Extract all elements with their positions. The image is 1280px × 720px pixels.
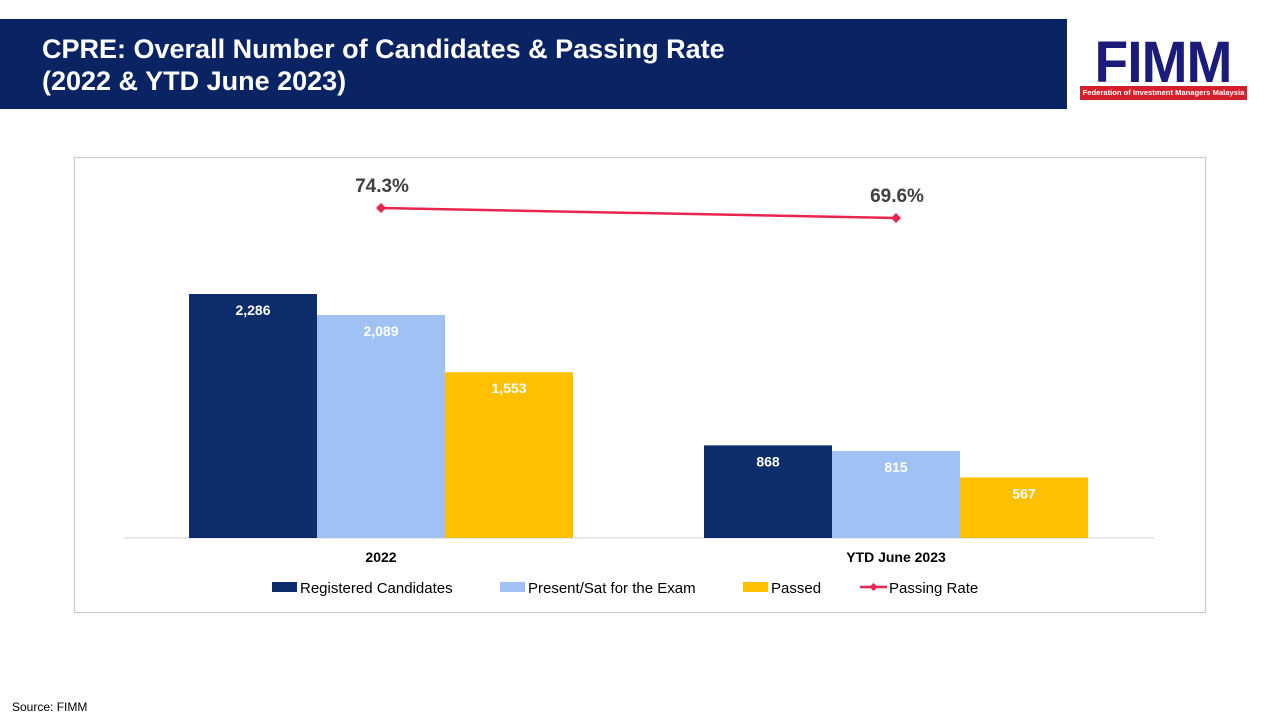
title-band <box>0 19 1067 109</box>
fimm-logo: FIMM Federation of Investment Managers M… <box>1078 16 1248 102</box>
source-note: Source: FIMM <box>12 700 88 714</box>
bar-1-1 <box>189 294 317 538</box>
passing-rate-label: 69.6% <box>870 186 924 207</box>
data-label: 567 <box>1012 485 1036 501</box>
bar-3-1 <box>445 372 573 538</box>
legend-label-4: Passing Rate <box>889 580 978 597</box>
legend-label-3: Passed <box>771 580 821 597</box>
legend-swatch-1 <box>272 582 297 592</box>
bar-3-2 <box>960 477 1088 538</box>
category-label: 2022 <box>365 549 396 565</box>
passing-rate-marker <box>376 203 386 213</box>
legend-label-1: Registered Candidates <box>300 580 453 597</box>
legend-line-marker <box>869 583 878 591</box>
data-label: 1,553 <box>491 380 526 396</box>
logo-wordmark: FIMM <box>1094 30 1233 95</box>
passing-rate-line <box>380 206 897 220</box>
logo-tagline: Federation of Investment Managers Malays… <box>1080 86 1247 100</box>
data-label: 815 <box>884 459 908 475</box>
passing-rate-label: 74.3% <box>355 176 409 197</box>
passing-rate-marker <box>891 213 901 223</box>
legend-swatch-2 <box>500 582 525 592</box>
bar-1-2 <box>704 445 832 538</box>
page-title: CPRE: Overall Number of Candidates & Pas… <box>42 34 725 64</box>
bar-2-2 <box>832 451 960 538</box>
data-label: 868 <box>756 453 780 469</box>
data-label: 2,089 <box>363 323 398 339</box>
bar-2-1 <box>317 315 445 538</box>
legend-swatch-3 <box>743 582 768 592</box>
data-label: 2,286 <box>235 302 270 318</box>
category-label: YTD June 2023 <box>846 549 946 565</box>
legend-label-2: Present/Sat for the Exam <box>528 580 696 597</box>
page-subtitle: (2022 & YTD June 2023) <box>42 66 347 96</box>
